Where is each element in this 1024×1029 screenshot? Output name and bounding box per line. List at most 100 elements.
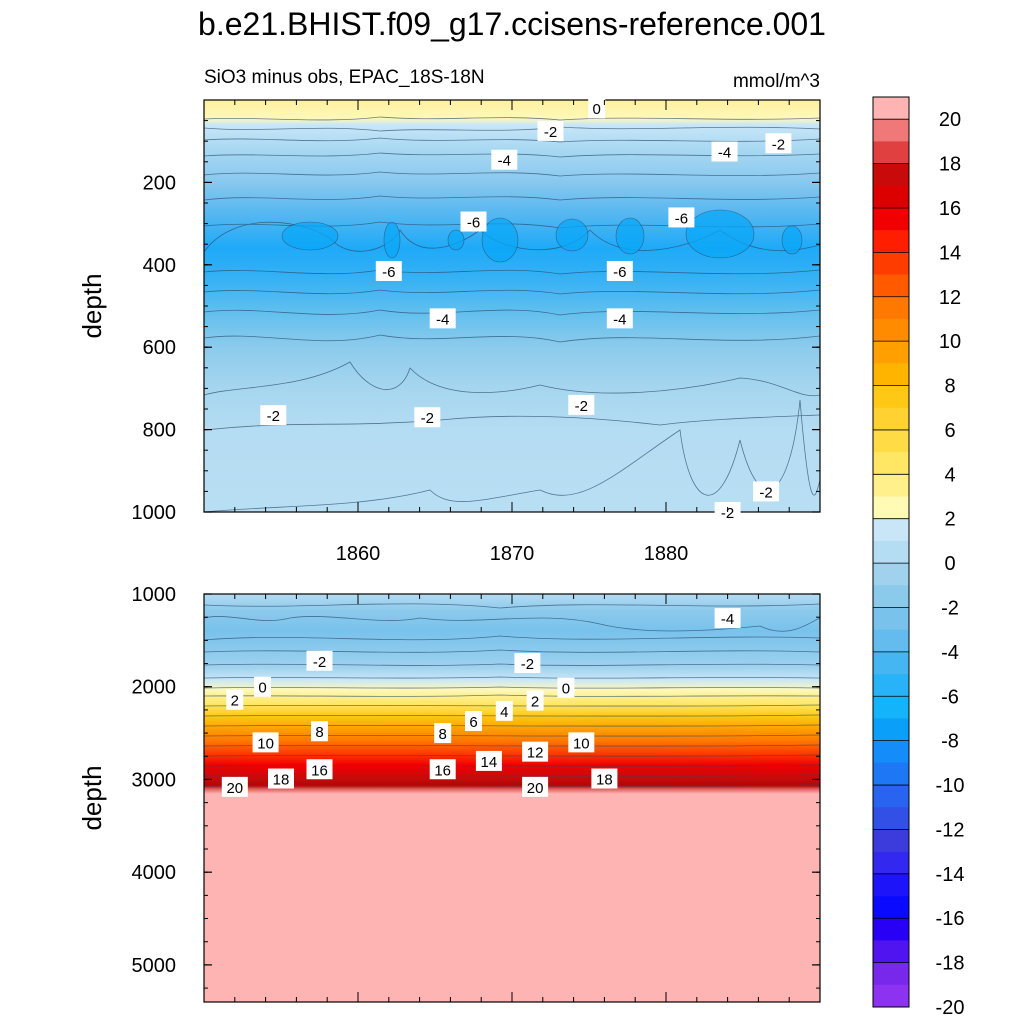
colorbar-swatch bbox=[873, 452, 909, 475]
upper-contour-label-text: -2 bbox=[772, 136, 785, 153]
lower-contour-label-text: 4 bbox=[500, 704, 508, 721]
colorbar-swatch bbox=[873, 318, 909, 342]
lower-contour-label: 20 bbox=[522, 776, 549, 797]
upper-contour-label-bg bbox=[606, 260, 633, 281]
upper-ytick-label: 400 bbox=[143, 255, 176, 277]
upper-contour-label: -2 bbox=[568, 394, 595, 415]
colorbar-swatch bbox=[873, 185, 909, 209]
colorbar-label: 4 bbox=[944, 464, 955, 486]
colorbar-swatch bbox=[873, 385, 909, 409]
lower-contour-label-bg bbox=[522, 741, 549, 762]
lower-ytick-label: 5000 bbox=[132, 955, 177, 977]
upper-xtick-label: 1860 bbox=[336, 543, 381, 565]
upper-contour-label-bg bbox=[375, 260, 402, 281]
lower-contour-label-bg bbox=[252, 732, 279, 753]
lower-contour-label-bg bbox=[568, 732, 595, 753]
upper-contour-label-bg bbox=[429, 308, 456, 329]
lower-contour-label-bg bbox=[226, 689, 244, 710]
upper-contour-label: -4 bbox=[606, 308, 633, 329]
colorbar-label: -18 bbox=[936, 953, 965, 975]
upper-ytick-label: 800 bbox=[143, 420, 176, 442]
colorbar-swatch bbox=[873, 896, 909, 919]
colorbar-label: -8 bbox=[941, 731, 959, 753]
colorbar-swatch bbox=[873, 518, 909, 542]
upper-contour-label-text: -6 bbox=[467, 215, 480, 232]
upper-ytick-label: 1000 bbox=[132, 502, 177, 524]
colorbar-swatch bbox=[873, 940, 909, 963]
lower-ytick-label: 4000 bbox=[132, 862, 177, 884]
upper-contour-labels: 0 -2 -2 -4 -4 -6 -6 -6 -6 -4 -4 -2 -2 -2 -2 -2 bbox=[260, 98, 792, 522]
lower-contour-label-text: 20 bbox=[226, 780, 243, 797]
lower-contour-label-text: 2 bbox=[531, 694, 539, 711]
lower-contour-label: 8 bbox=[311, 721, 328, 742]
lower-contour-label: 12 bbox=[522, 741, 549, 762]
upper-contour-label: -4 bbox=[491, 149, 518, 170]
lower-contour-label-bg bbox=[429, 759, 456, 780]
upper-contour-label: 0 bbox=[588, 98, 606, 119]
lower-contour-label: 4 bbox=[495, 700, 513, 721]
colorbar-swatch bbox=[873, 296, 909, 320]
lower-contour-label-bg bbox=[268, 768, 294, 789]
colorbar-label: 6 bbox=[944, 420, 955, 442]
upper-contour-label-text: -6 bbox=[382, 264, 395, 281]
upper-contour-label-text: -2 bbox=[421, 410, 434, 427]
lower-contour-label-text: 8 bbox=[439, 726, 447, 743]
upper-contour-label-text: -6 bbox=[613, 264, 626, 281]
colorbar-swatch bbox=[873, 696, 909, 719]
colorbar-swatch bbox=[873, 474, 909, 497]
lower-contour-label-text: -2 bbox=[313, 654, 326, 671]
colorbar-label: 2 bbox=[944, 509, 955, 531]
colorbar-swatch bbox=[873, 230, 909, 253]
lower-contour-label: 8 bbox=[434, 723, 452, 744]
colorbar-label: -2 bbox=[941, 597, 959, 619]
colorbar: 20181614121086420-2-4-6-8-10-12-14-16-18… bbox=[872, 96, 965, 1019]
colorbar-swatch bbox=[873, 807, 909, 830]
upper-contour-label: -6 bbox=[460, 211, 487, 232]
colorbar-swatch bbox=[873, 740, 909, 764]
lower-contour-label-text: 0 bbox=[562, 681, 570, 698]
upper-contour-label-bg bbox=[491, 149, 518, 170]
lower-contour-label-bg bbox=[557, 677, 575, 698]
upper-contour-label-text: -2 bbox=[759, 484, 772, 501]
colorbar-swatch bbox=[873, 496, 909, 520]
upper-contour-label-text: -6 bbox=[675, 210, 688, 227]
lower-contour-label: 0 bbox=[557, 677, 575, 698]
colorbar-swatch bbox=[873, 429, 909, 453]
colorbar-swatch bbox=[873, 363, 909, 386]
upper-ytick-label: 600 bbox=[143, 337, 176, 359]
colorbar-label: -12 bbox=[936, 819, 965, 841]
chart-title: b.e21.BHIST.f09_g17.ccisens-reference.00… bbox=[198, 6, 826, 42]
lower-contour-label-text: 0 bbox=[258, 680, 266, 697]
colorbar-swatch bbox=[873, 984, 909, 1008]
upper-contour-label-bg bbox=[568, 394, 595, 415]
upper-contour-label-text: -4 bbox=[436, 311, 449, 328]
colorbar-swatch bbox=[873, 785, 909, 808]
lower-contour-label-text: -4 bbox=[721, 611, 734, 628]
lower-contour-label-text: 16 bbox=[311, 762, 328, 779]
lower-contour-label-text: 8 bbox=[315, 724, 323, 741]
colorbar-swatch bbox=[873, 674, 909, 697]
lower-contour-label: -2 bbox=[306, 650, 333, 671]
upper-y-axis-label: depth bbox=[77, 273, 107, 338]
lower-contour-label-bg bbox=[591, 768, 618, 789]
lower-plot-area bbox=[203, 593, 821, 1003]
lower-contour-label: 16 bbox=[306, 759, 333, 780]
lower-contour-label-bg bbox=[475, 750, 502, 771]
colorbar-swatch bbox=[873, 540, 909, 564]
colorbar-label: 14 bbox=[939, 242, 961, 264]
lower-contour-label: 10 bbox=[252, 732, 279, 753]
colorbar-swatch bbox=[873, 851, 909, 875]
lower-contour-label-bg bbox=[495, 700, 513, 721]
upper-contour-label-bg bbox=[765, 133, 792, 154]
upper-contour-label: -2 bbox=[414, 407, 441, 428]
lower-contour-label: -4 bbox=[714, 608, 741, 629]
colorbar-label: 10 bbox=[939, 331, 961, 353]
lower-y-axis-label: depth bbox=[77, 765, 107, 830]
upper-contour-label: -2 bbox=[765, 133, 792, 154]
colorbar-label: -6 bbox=[941, 686, 959, 708]
lower-ytick-label: 2000 bbox=[132, 677, 177, 699]
upper-left-subtitle: SiO3 minus obs, EPAC_18S-18N bbox=[204, 67, 485, 88]
colorbar-swatch bbox=[873, 341, 909, 364]
upper-contour-label-text: 0 bbox=[593, 101, 601, 118]
lower-contour-label-text: 10 bbox=[573, 735, 590, 752]
